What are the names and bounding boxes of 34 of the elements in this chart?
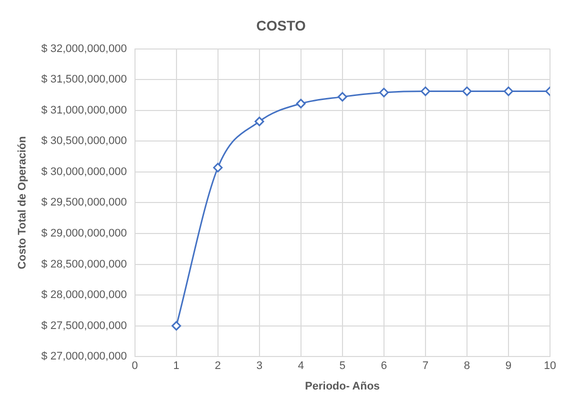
point	[338, 92, 348, 102]
point	[296, 98, 306, 108]
point	[462, 86, 472, 96]
x-tick-label: 5	[339, 360, 346, 372]
y-tick-label: $ 29,000,000,000	[41, 228, 127, 240]
y-tick-label: $ 31,000,000,000	[41, 104, 127, 116]
point	[420, 86, 430, 96]
y-tick-label: $ 30,000,000,000	[41, 166, 127, 178]
point	[172, 321, 182, 331]
x-tick-label: 8	[464, 360, 470, 372]
x-tick-label: 0	[132, 360, 138, 372]
y-tick-label: $ 30,500,000,000	[41, 135, 127, 148]
point	[213, 162, 223, 172]
y-tick-label: $ 27,000,000,000	[41, 350, 127, 363]
point	[254, 116, 264, 126]
y-axis-title: Costo Total de Operación	[16, 136, 29, 270]
point	[504, 86, 514, 96]
y-tick-label: $ 28,500,000,000	[41, 258, 127, 270]
x-tick-label: 7	[422, 360, 429, 372]
x-tick-label: 3	[256, 360, 262, 372]
x-tick-label: 1	[173, 360, 180, 372]
x-tick-label: 9	[505, 360, 512, 372]
y-tick-label: $ 29,500,000,000	[41, 196, 127, 209]
y-tick-label: $ 28,000,000,000	[41, 289, 127, 302]
x-axis-title: Periodo- Años	[305, 380, 380, 392]
y-tick-label: $ 27,500,000,000	[41, 320, 127, 332]
y-tick-label: $ 31,500,000,000	[41, 74, 127, 86]
x-tick-label: 10	[544, 360, 556, 372]
chart-title: COSTO	[256, 17, 306, 34]
x-tick-label: 6	[380, 360, 387, 372]
x-tick-label: 4	[298, 360, 304, 372]
point	[379, 88, 389, 98]
y-tick-label: $ 32,000,000,000	[41, 42, 127, 55]
x-tick-label: 2	[214, 360, 221, 372]
